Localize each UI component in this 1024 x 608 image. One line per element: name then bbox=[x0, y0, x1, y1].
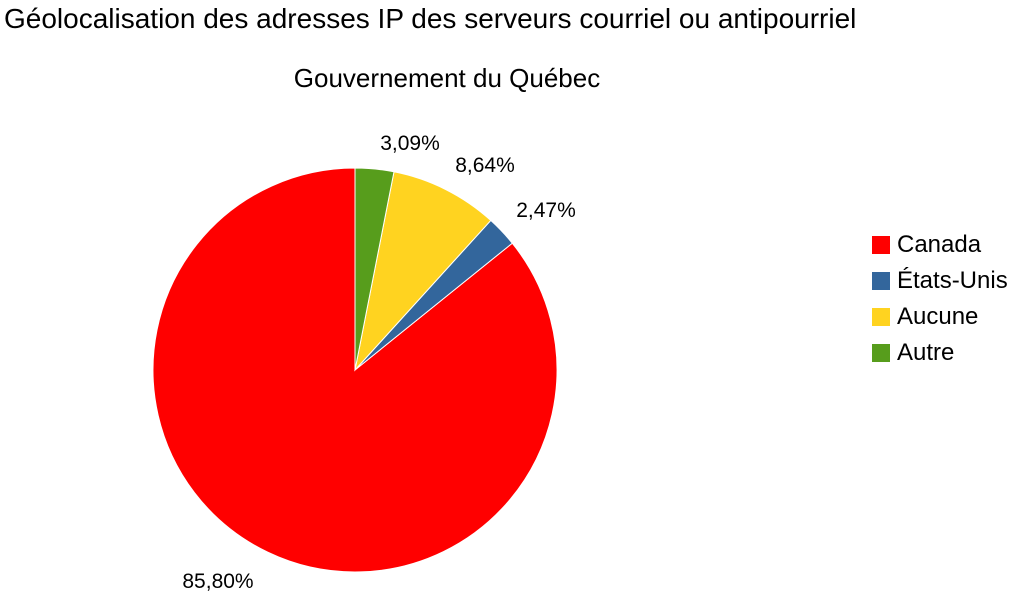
pie-slice-autre bbox=[354, 167, 395, 371]
chart-title: Géolocalisation des adresses IP des serv… bbox=[4, 3, 857, 34]
legend-label-aucune: Aucune bbox=[897, 303, 979, 330]
legend-label-canada: Canada bbox=[897, 231, 982, 258]
pie-slice-aucune bbox=[354, 171, 492, 372]
legend-item-aucune: Aucune bbox=[872, 303, 1008, 331]
legend-item-autre: Autre bbox=[872, 339, 1008, 367]
value-label-aucune: 8,64% bbox=[455, 154, 515, 177]
legend: Canada États-Unis Aucune Autre bbox=[872, 231, 1008, 367]
pie-chart bbox=[152, 167, 558, 573]
legend-item-etats-unis: États-Unis bbox=[872, 267, 1008, 295]
legend-swatch-canada bbox=[872, 236, 890, 254]
value-label-autre: 3,09% bbox=[380, 132, 440, 155]
legend-swatch-aucune bbox=[872, 308, 890, 326]
value-label-canada: 85,80% bbox=[182, 570, 254, 593]
legend-label-autre: Autre bbox=[897, 339, 955, 366]
chart-subtitle: Gouvernement du Québec bbox=[293, 63, 601, 93]
legend-swatch-etats-unis bbox=[872, 272, 890, 290]
value-label-etats-unis: 2,47% bbox=[516, 199, 576, 222]
legend-swatch-autre bbox=[872, 344, 890, 362]
legend-item-canada: Canada bbox=[872, 231, 1008, 259]
legend-label-etats-unis: États-Unis bbox=[897, 267, 1008, 294]
